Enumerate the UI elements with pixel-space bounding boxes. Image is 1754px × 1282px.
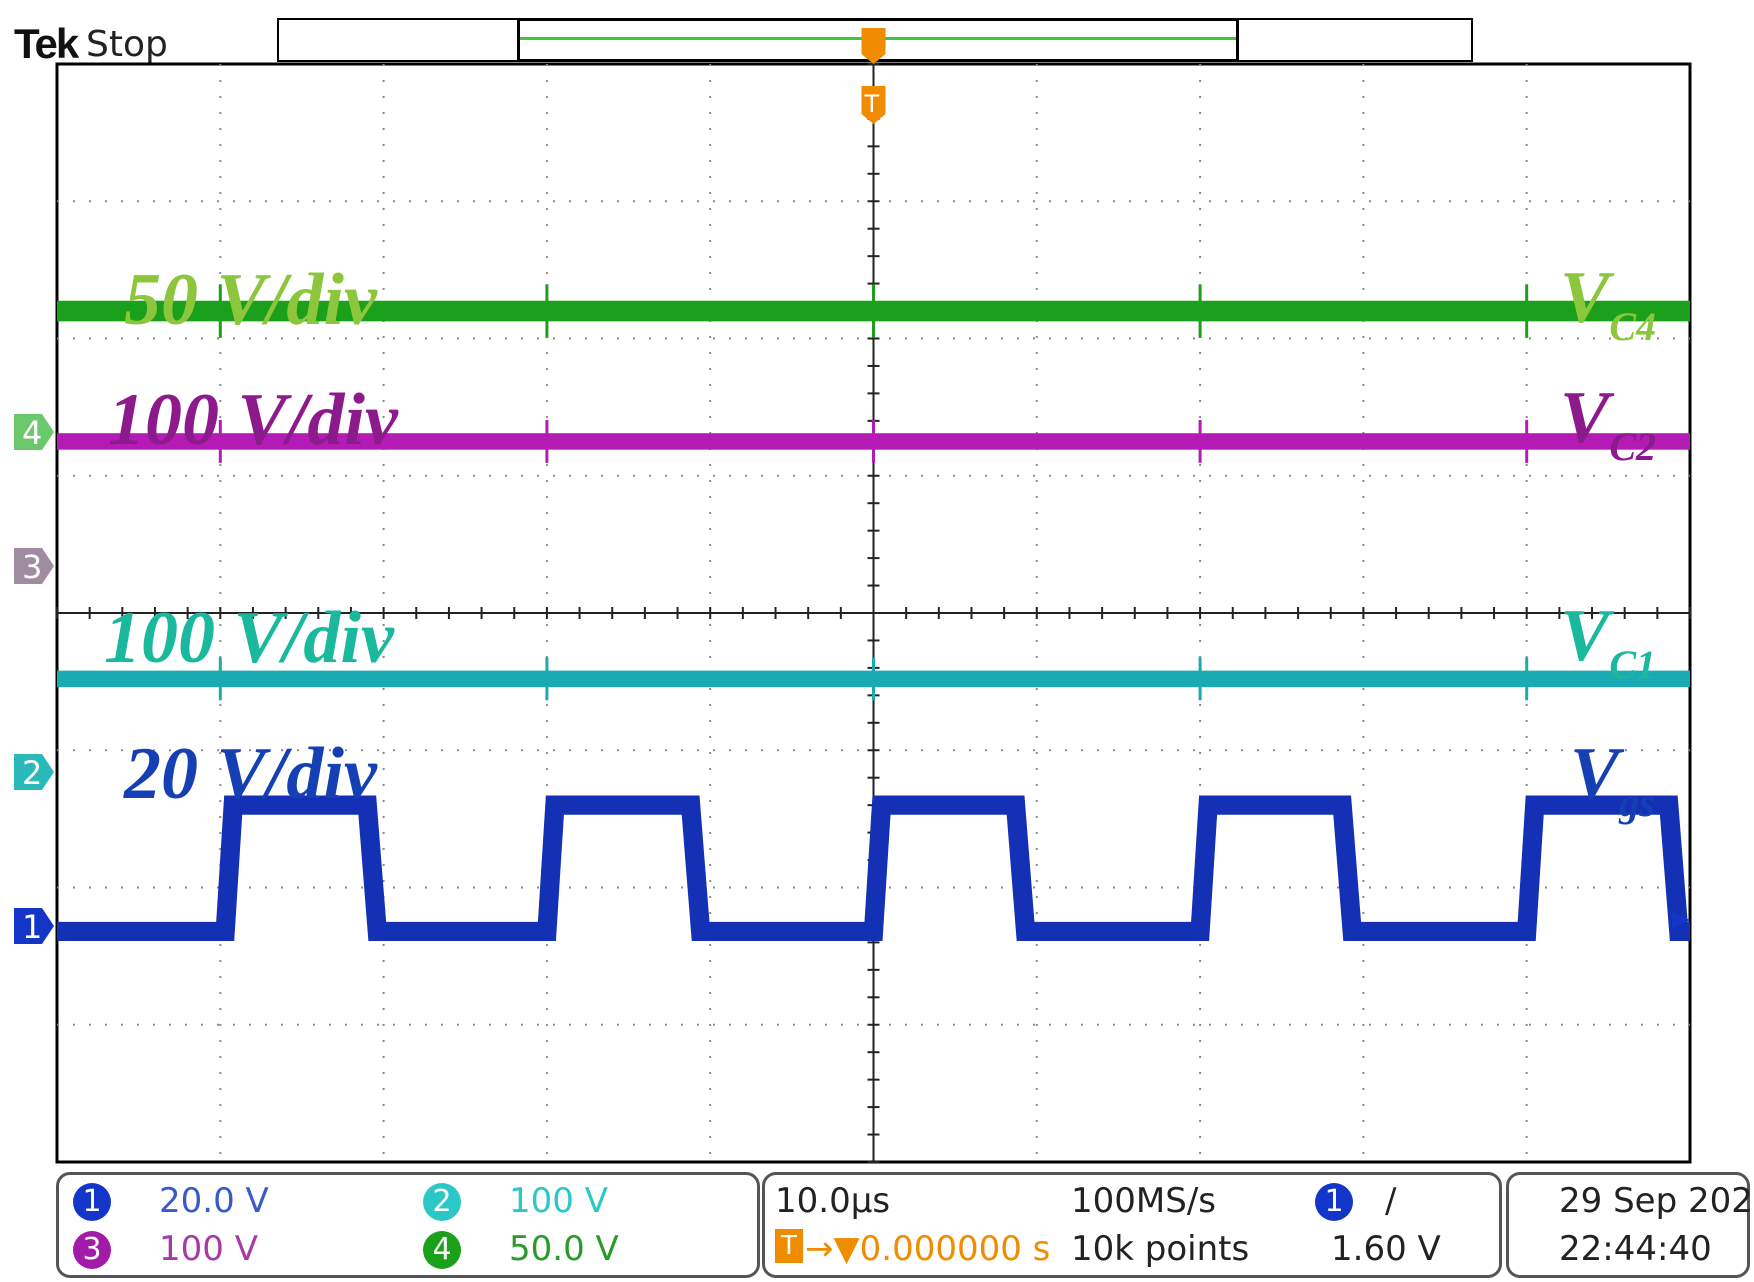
ch1-badge: 1 bbox=[73, 1183, 111, 1221]
vgs-name-label: Vgs bbox=[1570, 733, 1655, 825]
channel-1-ground-marker bbox=[14, 908, 54, 944]
trigger-level-marker bbox=[1672, 912, 1690, 928]
brand-logo: Tek bbox=[14, 20, 79, 67]
timebase-panel[interactable]: 10.0μs 100MS/s 1 ∕ T →▼0.000000 s 10k po… bbox=[762, 1172, 1502, 1278]
trigger-level: 1.60 V bbox=[1331, 1229, 1441, 1269]
vc2-name-label: VC2 bbox=[1560, 377, 1657, 469]
vc4-name-label: VC4 bbox=[1560, 257, 1657, 349]
sample-rate: 100MS/s bbox=[1071, 1181, 1216, 1221]
oscilloscope-display: 4 3 2 1 T bbox=[14, 28, 1692, 1164]
timebase-value: 10.0μs bbox=[775, 1181, 891, 1221]
record-length: 10k points bbox=[1071, 1229, 1250, 1269]
record-trigger-marker bbox=[861, 28, 886, 64]
channel-3-marker-label: 3 bbox=[22, 548, 42, 586]
vc2-scale-label: 100 V/div bbox=[108, 379, 398, 461]
vc1-scale-label: 100 V/div bbox=[104, 597, 394, 679]
channel-4-ground-marker bbox=[14, 414, 54, 450]
channel-3-ground-marker bbox=[14, 548, 54, 584]
ch3-scale: 100 V bbox=[159, 1229, 258, 1269]
trigger-position-icon: T bbox=[775, 1229, 803, 1263]
ch2-scale: 100 V bbox=[509, 1181, 608, 1221]
acquisition-status: Stop bbox=[86, 24, 168, 65]
ch4-scale: 50.0 V bbox=[509, 1229, 619, 1269]
datetime-panel: 29 Sep 2020 22:44:40 bbox=[1506, 1172, 1754, 1278]
channel-scale-panel[interactable]: 1 20.0 V 2 100 V 3 100 V 4 50.0 V bbox=[56, 1172, 760, 1278]
trigger-delay: →▼0.000000 s bbox=[805, 1229, 1051, 1269]
vc4-scale-label: 50 V/div bbox=[124, 259, 377, 341]
ch2-badge: 2 bbox=[423, 1183, 461, 1221]
date: 29 Sep 2020 bbox=[1559, 1181, 1754, 1221]
channel-4-marker-label: 4 bbox=[22, 414, 42, 452]
vgs-scale-label: 20 V/div bbox=[124, 733, 377, 815]
trace-V_gs bbox=[57, 795, 1690, 942]
trigger-position-marker bbox=[861, 86, 886, 124]
record-view-window[interactable] bbox=[517, 18, 1239, 62]
ch4-badge: 4 bbox=[423, 1231, 461, 1269]
channel-2-ground-marker bbox=[14, 754, 54, 790]
time: 22:44:40 bbox=[1559, 1229, 1712, 1269]
trigger-slope-icon: ∕ bbox=[1385, 1181, 1397, 1221]
channel-2-marker-label: 2 bbox=[22, 754, 42, 792]
ch1-scale: 20.0 V bbox=[159, 1181, 269, 1221]
trigger-marker-label: T bbox=[864, 90, 880, 118]
vc1-name-label: VC1 bbox=[1560, 595, 1657, 687]
trigger-source-badge: 1 bbox=[1315, 1183, 1353, 1221]
ch3-badge: 3 bbox=[73, 1231, 111, 1269]
channel-1-marker-label: 1 bbox=[22, 908, 42, 946]
